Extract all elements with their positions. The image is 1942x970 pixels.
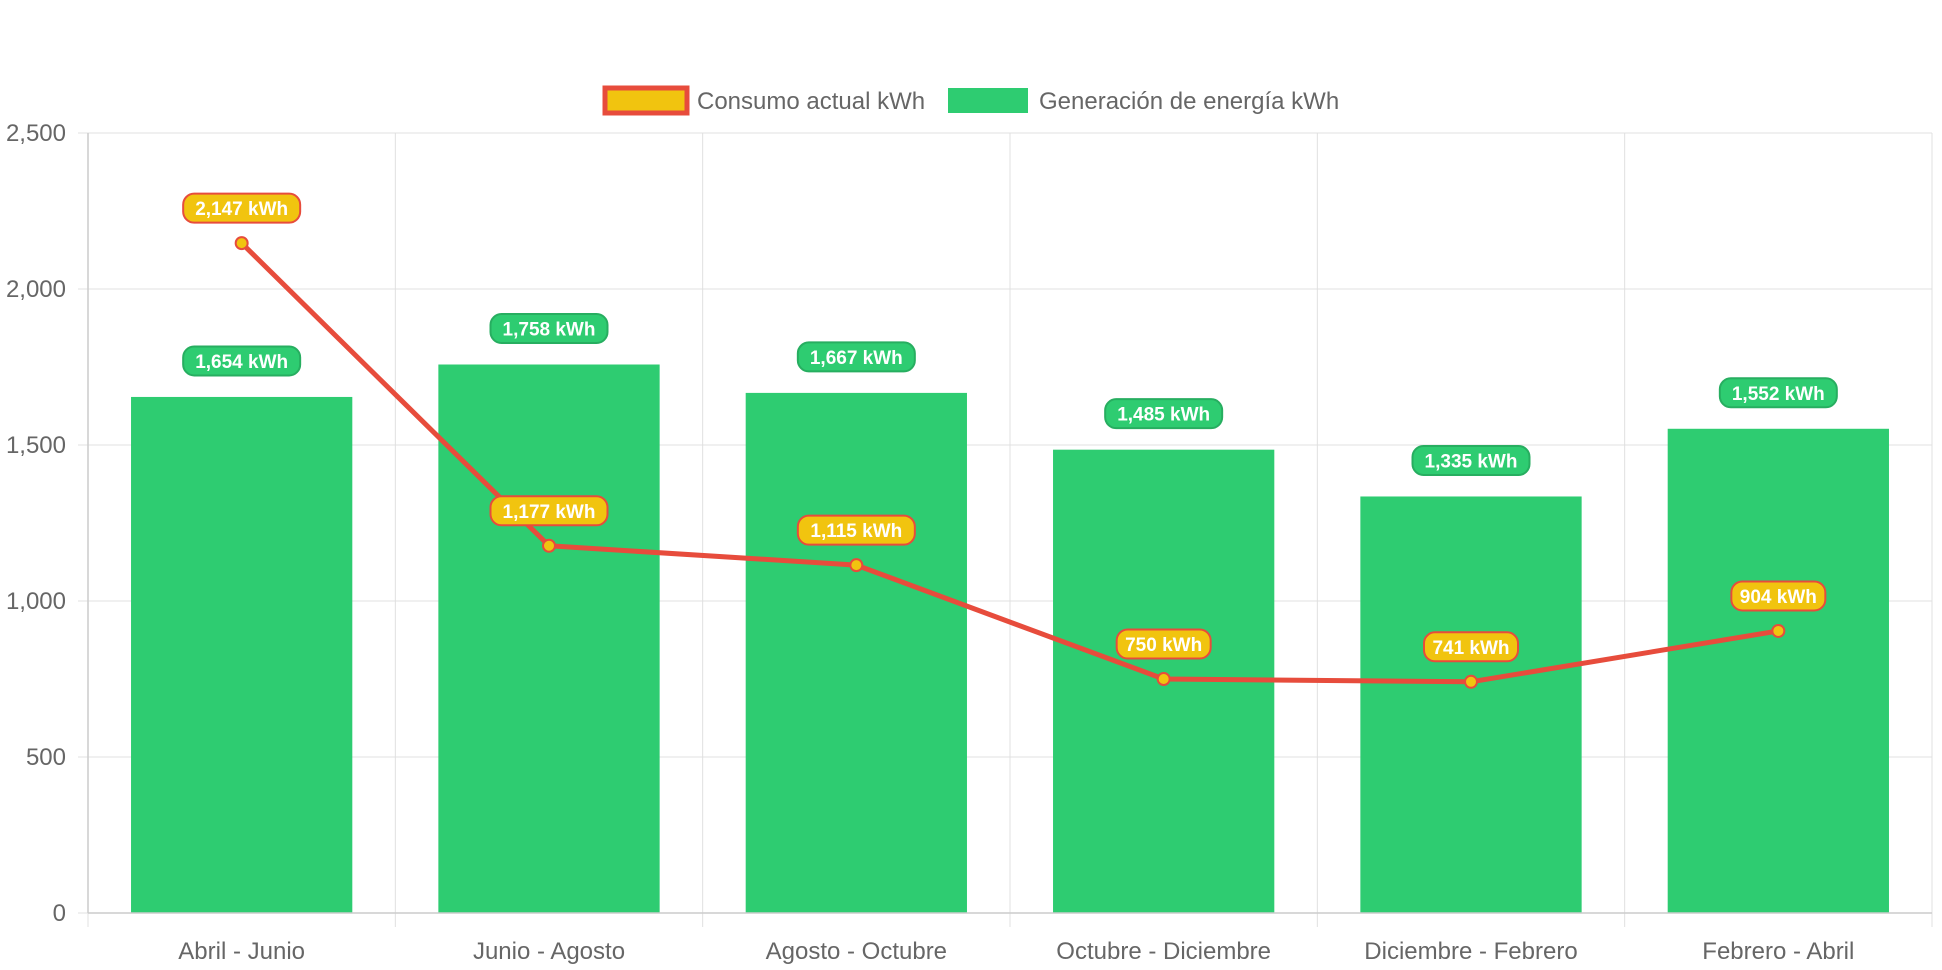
- y-tick-label: 0: [53, 900, 66, 927]
- bar[interactable]: [1360, 496, 1582, 913]
- line-value-label: 750 kWh: [1115, 628, 1212, 660]
- x-tick-label: Febrero - Abril: [1702, 938, 1854, 965]
- x-tick-label: Junio - Agosto: [473, 938, 625, 965]
- line-value-label: 2,147 kWh: [182, 192, 302, 224]
- x-tick-label: Octubre - Diciembre: [1056, 938, 1271, 965]
- legend: Consumo actual kWh Generación de energía…: [602, 85, 1339, 116]
- line-value-label-bg: [796, 514, 916, 546]
- x-tick-label: Agosto - Octubre: [766, 938, 947, 965]
- bar-value-label: 1,758 kWh: [489, 313, 609, 345]
- legend-item-consumo[interactable]: Consumo actual kWh: [602, 85, 925, 116]
- line-value-label-bg: [1730, 580, 1827, 612]
- line-value-label-text: 750 kWh: [1125, 635, 1202, 656]
- bar[interactable]: [1667, 428, 1889, 913]
- line-value-label-text: 2,147 kWh: [195, 199, 288, 220]
- y-tick-label: 2,500: [6, 120, 66, 147]
- line-value-label-bg: [182, 192, 302, 224]
- legend-label-generacion: Generación de energía kWh: [1039, 88, 1339, 115]
- line-point[interactable]: [1156, 672, 1171, 686]
- line-value-label-bg: [489, 495, 609, 527]
- bar-value-label-bg: [796, 341, 916, 373]
- bar-value-label: 1,552 kWh: [1718, 377, 1838, 409]
- line-point[interactable]: [849, 558, 864, 573]
- bar-value-label: 1,667 kWh: [796, 341, 916, 373]
- bar-value-label-bg: [1718, 377, 1838, 409]
- bar-value-label-text: 1,667 kWh: [810, 348, 903, 369]
- bar[interactable]: [131, 396, 353, 913]
- y-tick-label: 500: [26, 744, 66, 771]
- legend-swatch-consumo: [602, 85, 690, 116]
- legend-swatch-generacion: [948, 88, 1028, 113]
- line-value-label-text: 904 kWh: [1740, 587, 1817, 608]
- line-series-consumo: [239, 240, 1781, 685]
- line-value-label: 1,177 kWh: [489, 495, 609, 527]
- y-tick-label: 2,000: [6, 276, 66, 303]
- line-value-label-bg: [1423, 631, 1519, 663]
- line-point[interactable]: [1464, 674, 1478, 689]
- bar-value-label-text: 1,758 kWh: [503, 320, 596, 341]
- data-labels-layer: 1,654 kWh 1,758 kWh 1,667 kWh 1,485 kWh 1,33…: [182, 192, 1838, 663]
- bar-value-label-text: 1,485 kWh: [1117, 405, 1210, 426]
- bar-value-label: 1,654 kWh: [182, 345, 302, 377]
- bar-value-label-bg: [1411, 444, 1531, 476]
- y-tick-label: 1,500: [6, 432, 66, 459]
- bar-value-label: 1,335 kWh: [1411, 444, 1531, 476]
- line-value-label-text: 1,177 kWh: [503, 502, 596, 523]
- line-point[interactable]: [542, 538, 556, 553]
- bar-value-label-bg: [1104, 398, 1224, 430]
- line-value-label-text: 1,115 kWh: [810, 521, 902, 542]
- line-value-label: 741 kWh: [1423, 631, 1519, 663]
- line-value-label: 1,115 kWh: [796, 514, 916, 546]
- axis-layer: 0 500 1,000 1,500 2,000 2,500 Abril - Junio Jun…: [6, 120, 1932, 965]
- bar-value-label-bg: [182, 345, 302, 377]
- legend-item-generacion[interactable]: Generación de energía kWh: [948, 88, 1339, 115]
- x-tick-label: Diciembre - Febrero: [1364, 938, 1577, 965]
- bar-value-label: 1,485 kWh: [1104, 398, 1224, 430]
- bar-value-label-text: 1,654 kWh: [195, 352, 288, 373]
- line-point[interactable]: [234, 236, 249, 251]
- bar[interactable]: [745, 392, 967, 913]
- line-layer: [234, 236, 1786, 689]
- line-value-label-bg: [1115, 628, 1212, 660]
- grid-layer: [78, 132, 1933, 927]
- line-value-label: 904 kWh: [1730, 580, 1827, 612]
- line-value-label-text: 741 kWh: [1432, 638, 1509, 659]
- y-tick-label: 1,000: [6, 588, 66, 615]
- bar[interactable]: [438, 364, 660, 913]
- x-tick-label: Abril - Junio: [178, 938, 305, 965]
- legend-label-consumo: Consumo actual kWh: [697, 88, 925, 115]
- bar-value-label-text: 1,335 kWh: [1425, 451, 1518, 472]
- bar-value-label-text: 1,552 kWh: [1732, 384, 1825, 405]
- line-point[interactable]: [1771, 623, 1786, 638]
- bar-value-label-bg: [489, 313, 609, 345]
